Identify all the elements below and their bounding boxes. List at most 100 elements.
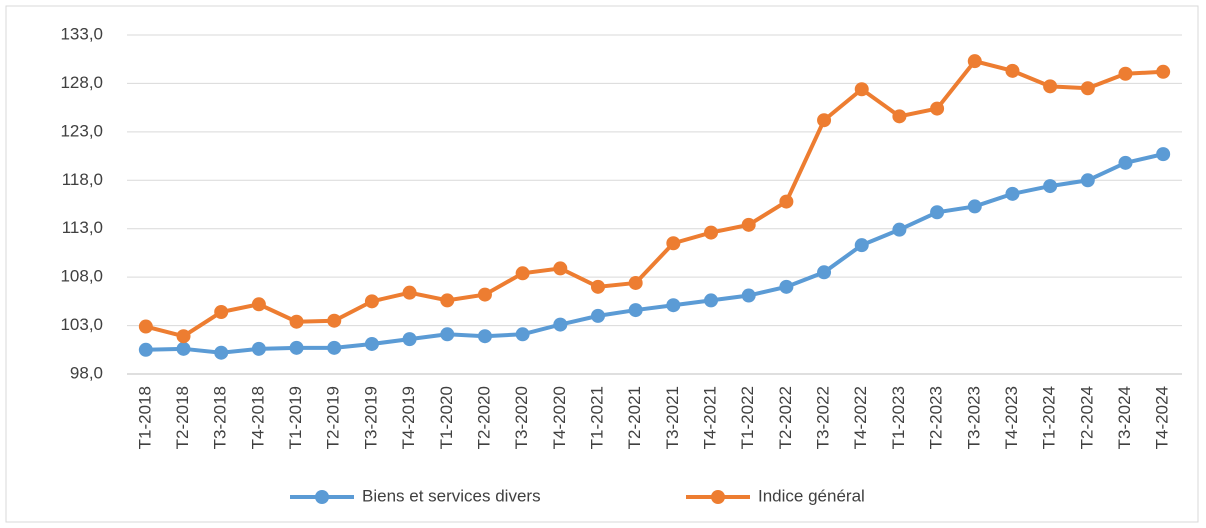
- legend-label: Indice général: [758, 486, 865, 505]
- point: [930, 101, 945, 116]
- point: [251, 297, 266, 312]
- x-tick-label: T3-2021: [663, 386, 682, 449]
- x-tick-label: T3-2020: [512, 386, 531, 449]
- point: [1005, 186, 1020, 201]
- x-tick-label: T1-2023: [889, 386, 908, 449]
- point: [666, 298, 681, 313]
- point: [1005, 63, 1020, 78]
- point: [779, 194, 794, 209]
- point: [364, 336, 379, 351]
- point: [364, 294, 379, 309]
- x-tick-label: T4-2024: [1153, 386, 1172, 449]
- x-tick-label: T4-2022: [851, 386, 870, 449]
- x-tick-label: T2-2018: [173, 386, 192, 449]
- series-line: [145, 58, 1164, 339]
- x-tick-label: T4-2021: [701, 386, 720, 449]
- point: [590, 279, 605, 294]
- point: [402, 332, 417, 347]
- point: [515, 266, 530, 281]
- point: [1043, 179, 1058, 194]
- point: [1156, 147, 1171, 162]
- point: [214, 305, 229, 320]
- point: [892, 109, 907, 124]
- point: [1156, 64, 1171, 79]
- point: [817, 265, 832, 280]
- point: [779, 279, 794, 294]
- point: [477, 329, 492, 344]
- point: [1118, 155, 1133, 170]
- y-tick-label: 128,0: [60, 73, 103, 92]
- point: [440, 327, 455, 342]
- point: [251, 341, 266, 356]
- x-tick-label: T2-2019: [324, 386, 343, 449]
- point: [440, 293, 455, 308]
- x-tick-label: T1-2019: [286, 386, 305, 449]
- point: [138, 342, 153, 357]
- x-tick-label: T2-2022: [776, 386, 795, 449]
- point: [741, 217, 756, 232]
- legend-label: Biens et services divers: [362, 486, 541, 505]
- y-tick-label: 98,0: [70, 363, 103, 382]
- x-tick-label: T1-2022: [738, 386, 757, 449]
- y-tick-label: 123,0: [60, 121, 103, 140]
- point: [704, 293, 719, 308]
- point: [741, 288, 756, 303]
- point: [628, 303, 643, 318]
- point: [590, 308, 605, 323]
- point: [327, 313, 342, 328]
- point: [628, 275, 643, 290]
- point: [327, 340, 342, 355]
- x-tick-label: T3-2019: [361, 386, 380, 449]
- point: [477, 287, 492, 302]
- y-tick-label: 108,0: [60, 267, 103, 286]
- point: [1118, 66, 1133, 81]
- point: [553, 317, 568, 332]
- point: [854, 238, 869, 253]
- point: [930, 205, 945, 220]
- point: [402, 285, 417, 300]
- x-tick-label: T4-2018: [248, 386, 267, 449]
- x-tick-label: T2-2021: [625, 386, 644, 449]
- legend-marker: [315, 490, 329, 504]
- point: [1080, 173, 1095, 188]
- x-tick-label: T3-2023: [964, 386, 983, 449]
- legend-marker: [711, 490, 725, 504]
- y-tick-label: 118,0: [62, 170, 103, 189]
- point: [138, 319, 153, 334]
- series-line: [145, 152, 1164, 355]
- point: [666, 236, 681, 251]
- point: [704, 225, 719, 240]
- x-tick-label: T4-2020: [550, 386, 569, 449]
- point: [967, 199, 982, 214]
- point: [176, 329, 191, 344]
- x-tick-label: T2-2024: [1077, 386, 1096, 449]
- y-tick-label: 113,0: [62, 218, 103, 237]
- point: [553, 261, 568, 276]
- y-tick-label: 103,0: [60, 315, 103, 334]
- x-tick-label: T3-2022: [814, 386, 833, 449]
- x-tick-label: T3-2024: [1115, 386, 1134, 449]
- point: [515, 327, 530, 342]
- x-tick-label: T1-2018: [135, 386, 154, 449]
- point: [817, 113, 832, 128]
- x-tick-label: T4-2023: [1002, 386, 1021, 449]
- chart-border: [5, 5, 1199, 523]
- x-tick-label: T1-2021: [587, 386, 606, 449]
- x-tick-label: T4-2019: [399, 386, 418, 449]
- point: [214, 345, 229, 360]
- point: [854, 82, 869, 97]
- point: [289, 340, 304, 355]
- point: [967, 54, 982, 69]
- point: [1080, 81, 1095, 96]
- point: [892, 222, 907, 237]
- x-tick-label: T1-2024: [1040, 386, 1059, 449]
- point: [289, 314, 304, 329]
- y-tick-label: 133,0: [60, 24, 103, 43]
- point: [176, 341, 191, 356]
- point: [1043, 79, 1058, 94]
- x-tick-label: T2-2023: [927, 386, 946, 449]
- x-tick-label: T1-2020: [437, 386, 456, 449]
- x-tick-label: T3-2018: [211, 386, 230, 449]
- x-tick-label: T2-2020: [474, 386, 493, 449]
